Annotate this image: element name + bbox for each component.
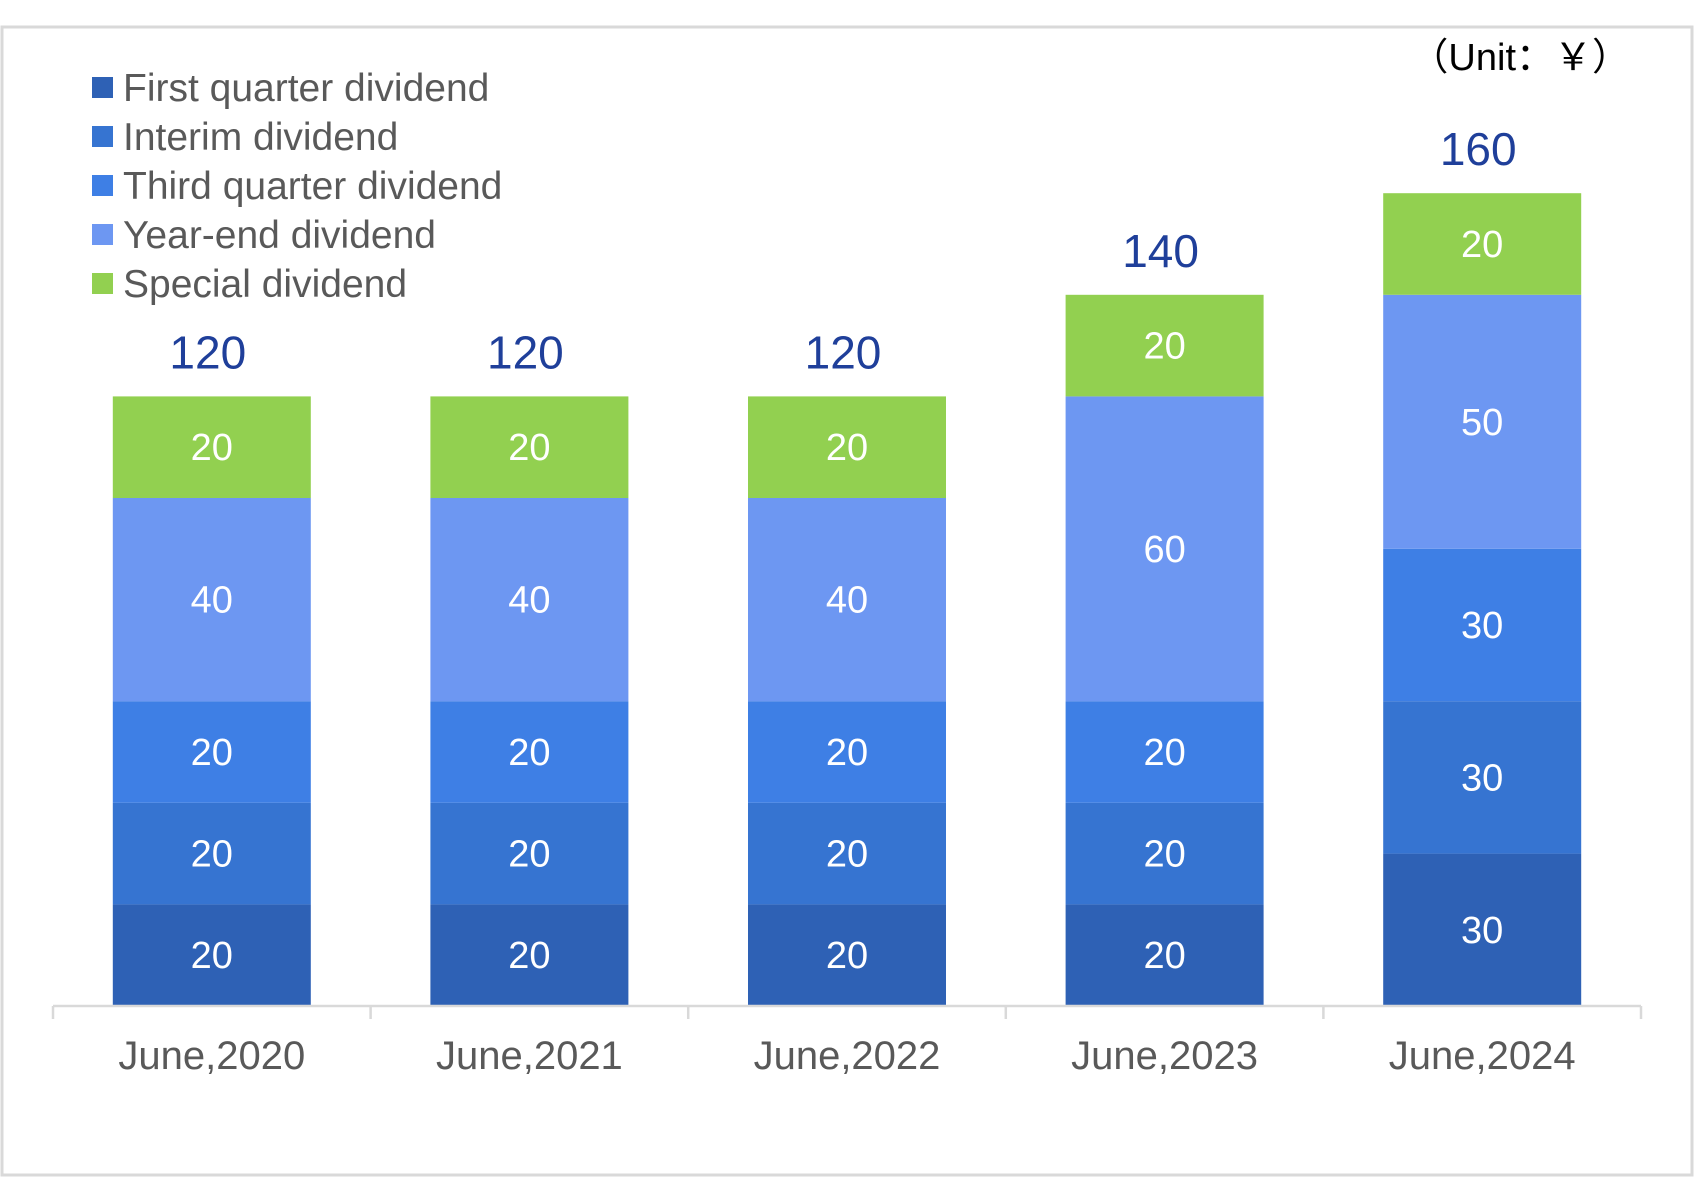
legend-label: First quarter dividend	[123, 67, 489, 110]
bar-segment	[1065, 396, 1264, 702]
bar-segment	[748, 904, 946, 1006]
bar-segment	[1383, 853, 1582, 1006]
total-value-label: 120	[805, 326, 882, 378]
bar-segment	[748, 802, 946, 905]
category-label: June,2024	[1389, 1034, 1576, 1078]
segment-value-label: 30	[1461, 757, 1503, 799]
bar-segment	[748, 396, 946, 498]
segment-value-label: 60	[1143, 529, 1185, 571]
segment-value-label: 20	[508, 732, 550, 774]
bar-segment	[112, 396, 311, 498]
bar-segment	[1383, 701, 1582, 854]
segment-value-label: 20	[508, 427, 550, 469]
bar-segment	[748, 498, 946, 702]
bar-segment	[1383, 193, 1582, 295]
category-label: June,2022	[754, 1034, 941, 1078]
legend-label: Year-end dividend	[123, 214, 436, 257]
segment-value-label: 20	[191, 834, 233, 876]
bar-segment	[748, 701, 946, 803]
total-value-label: 160	[1440, 123, 1517, 175]
bars: 20 20 20 40 20 120 20 20 20 40 20 120 20 20 20 40 20 120 2…	[112, 123, 1582, 1006]
legend-swatch	[92, 224, 113, 245]
legend-swatch	[92, 175, 113, 196]
bar-segment	[430, 498, 629, 702]
segment-value-label: 40	[508, 580, 550, 622]
segment-value-label: 20	[826, 427, 868, 469]
segment-value-label: 40	[826, 580, 868, 622]
segment-value-label: 20	[1143, 326, 1185, 368]
x-axis: June,2020 June,2021 June,2022 June,2023 June…	[51, 1004, 1643, 1078]
bar-segment	[112, 904, 311, 1006]
segment-value-label: 20	[191, 732, 233, 774]
legend-label: Interim dividend	[123, 116, 398, 159]
bar-segment	[1383, 548, 1582, 702]
segment-value-label: 20	[826, 732, 868, 774]
legend: First quarter dividend Interim dividend Th…	[92, 67, 502, 306]
segment-value-label: 30	[1461, 910, 1503, 952]
legend-label: Third quarter dividend	[123, 165, 502, 208]
category-label: June,2023	[1071, 1034, 1258, 1078]
segment-value-label: 20	[826, 834, 868, 876]
bar-segment	[430, 396, 629, 498]
bar-segment	[1065, 802, 1264, 905]
segment-value-label: 20	[1143, 935, 1185, 977]
segment-value-label: 20	[826, 935, 868, 977]
segment-value-label: 50	[1461, 402, 1503, 444]
segment-value-label: 40	[191, 580, 233, 622]
bar-segment	[430, 904, 629, 1006]
segment-value-label: 20	[191, 427, 233, 469]
legend-label: Special dividend	[123, 263, 407, 306]
bar-segment	[112, 498, 311, 702]
bar-segment	[1065, 904, 1264, 1006]
unit-label: （Unit：￥）	[1410, 37, 1630, 79]
segment-value-label: 20	[1143, 732, 1185, 774]
segment-value-label: 20	[1461, 224, 1503, 266]
category-label: June,2021	[436, 1034, 623, 1078]
segment-value-label: 30	[1461, 605, 1503, 647]
bar-segment	[112, 802, 311, 905]
legend-swatch	[92, 273, 113, 294]
segment-value-label: 20	[508, 834, 550, 876]
legend-swatch	[92, 126, 113, 147]
total-value-label: 120	[169, 326, 246, 378]
bar-segment	[1065, 294, 1264, 397]
bar-segment	[1383, 294, 1582, 549]
bar-segment	[112, 701, 311, 803]
segment-value-label: 20	[1143, 834, 1185, 876]
category-label: June,2020	[118, 1034, 305, 1078]
legend-swatch	[92, 77, 113, 98]
bar-segment	[430, 701, 629, 803]
total-value-label: 140	[1122, 225, 1199, 277]
bar-segment	[1065, 701, 1264, 803]
segment-value-label: 20	[191, 935, 233, 977]
total-value-label: 120	[487, 326, 564, 378]
segment-value-label: 20	[508, 935, 550, 977]
bar-segment	[430, 802, 629, 905]
